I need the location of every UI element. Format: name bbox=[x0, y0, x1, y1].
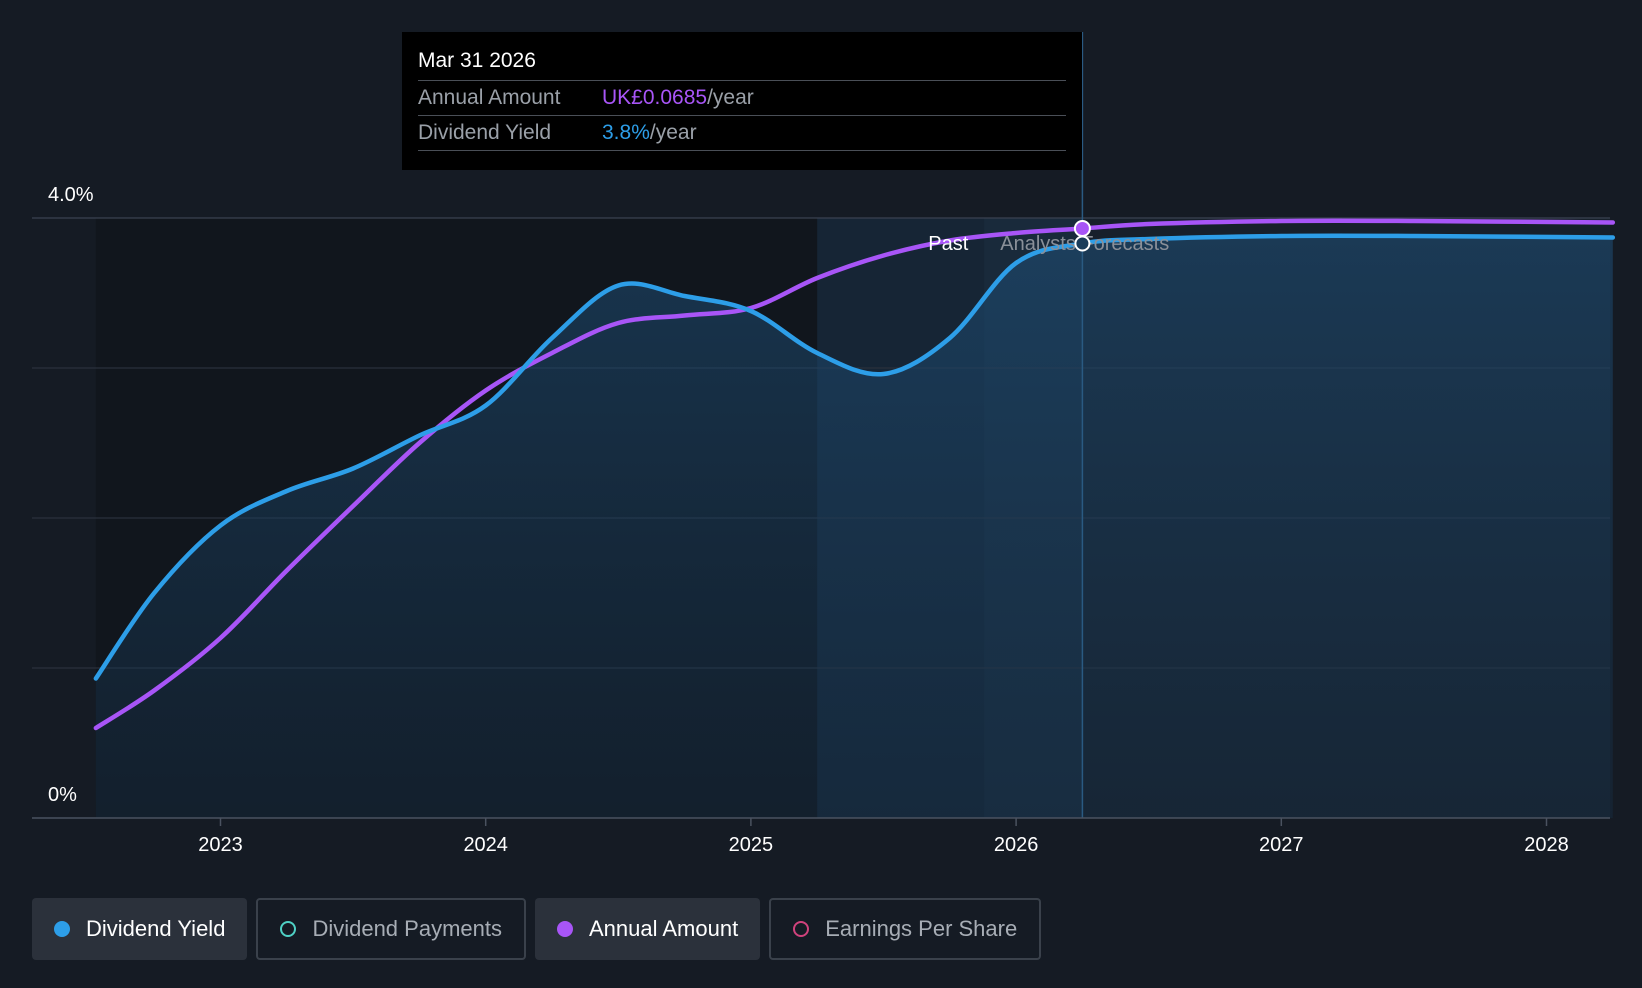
tooltip-label: Dividend Yield bbox=[418, 121, 552, 144]
dividend-yield-line bbox=[93, 233, 1616, 681]
y-label-top: 4.0% bbox=[48, 184, 94, 206]
x-tick-label: 2027 bbox=[1259, 834, 1304, 856]
dividend-payments-dot-icon bbox=[280, 921, 297, 937]
dividend-yield-dot-icon bbox=[54, 921, 70, 937]
x-tick-label: 2028 bbox=[1524, 834, 1569, 856]
x-tick-label: 2026 bbox=[994, 834, 1039, 856]
legend: Dividend Yield Dividend Payments Annual … bbox=[32, 898, 1042, 960]
tooltip-unit: /year bbox=[707, 86, 754, 109]
legend-earnings-per-share[interactable]: Earnings Per Share bbox=[769, 898, 1042, 960]
past-label: Past bbox=[928, 233, 968, 255]
tooltip-value: 3.8% bbox=[602, 121, 650, 144]
tooltip-value: UK£0.0685 bbox=[602, 86, 708, 109]
tooltip: Mar 31 2026 Annual Amount UK£0.0685 /yea… bbox=[402, 32, 1082, 170]
annual-amount-marker[interactable] bbox=[1073, 220, 1091, 237]
legend-label: Earnings Per Share bbox=[825, 916, 1018, 941]
x-tick-label: 2023 bbox=[198, 834, 243, 856]
earnings-per-share-dot-icon bbox=[793, 921, 810, 937]
tooltip-label: Annual Amount bbox=[418, 86, 561, 109]
legend-label: Dividend Payments bbox=[312, 916, 502, 941]
legend-label: Annual Amount bbox=[588, 916, 739, 941]
y-label-bottom: 0% bbox=[48, 784, 77, 806]
x-axis-ticks: 2023 2024 2025 2026 2027 2028 bbox=[198, 818, 1569, 856]
legend-dividend-payments[interactable]: Dividend Payments bbox=[256, 898, 526, 960]
tooltip-row-dividend-yield: Dividend Yield 3.8% /year bbox=[418, 116, 1066, 151]
tooltip-row-annual-amount: Annual Amount UK£0.0685 /year bbox=[418, 81, 1066, 116]
dividend-chart: 2023 2024 2025 2026 2027 2028 4.0% 0% Past An… bbox=[32, 32, 1616, 856]
x-tick-label: 2025 bbox=[729, 834, 774, 856]
annual-amount-dot-icon bbox=[556, 921, 573, 937]
legend-dividend-yield[interactable]: Dividend Yield bbox=[32, 898, 248, 960]
legend-label: Dividend Yield bbox=[86, 916, 226, 941]
dividend-yield-area bbox=[95, 235, 1613, 819]
x-tick-label: 2024 bbox=[463, 834, 508, 856]
tooltip-unit: /year bbox=[649, 121, 697, 144]
legend-annual-amount[interactable]: Annual Amount bbox=[534, 898, 761, 960]
tooltip-date: Mar 31 2026 bbox=[418, 46, 1066, 81]
dividend-yield-marker[interactable] bbox=[1074, 235, 1091, 252]
